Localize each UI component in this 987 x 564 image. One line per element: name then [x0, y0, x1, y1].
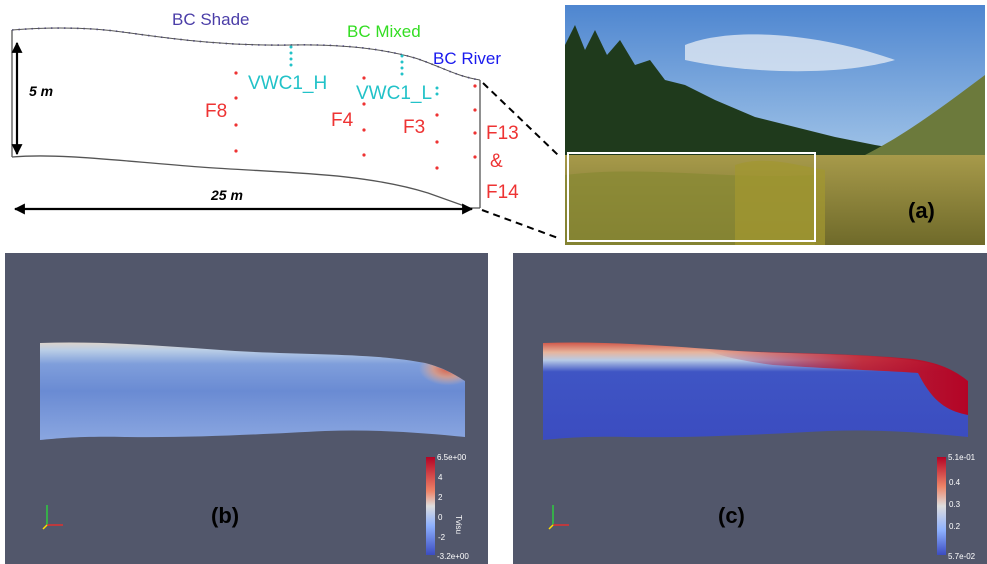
colorbar-tick: -2: [438, 533, 446, 542]
bc-mixed-label: BC Mixed: [347, 22, 421, 41]
f13-label: F13: [486, 123, 519, 144]
domain-bottom-line: [11, 155, 480, 209]
colorbar-tick: 0: [438, 513, 443, 522]
axes-triad-icon: [42, 505, 63, 530]
field-photo: (a): [565, 5, 985, 245]
study-area-frame: [567, 152, 816, 242]
colorbar-max: 6.5e+00: [437, 453, 467, 462]
vwc-sensor-column-l: [400, 54, 439, 96]
height-dimension-label: 5 m: [29, 83, 53, 99]
simulation-panel-b: 6.5e+00 4 2 0 -2 -3.2e+00 Tvisu (b): [5, 253, 488, 564]
bc-river-label: BC River: [433, 49, 501, 68]
panel-b-label: (b): [211, 503, 239, 528]
colorbar-max: 5.1e-01: [948, 453, 976, 462]
colorbar-title: Tvisu: [454, 515, 463, 534]
ampersand-label: &: [490, 151, 503, 172]
saturated-zone: [703, 349, 968, 415]
f8-label: F8: [205, 101, 227, 122]
colorbar-min: -3.2e+00: [437, 552, 469, 561]
axes-triad-icon: [548, 505, 569, 530]
leader-line-top: [482, 82, 559, 156]
warm-zone: [350, 354, 465, 423]
hill: [865, 75, 985, 170]
sensor-points-f3: [435, 113, 439, 170]
f4-label: F4: [331, 110, 354, 131]
simulation-panel-c: 5.1e-01 0.4 0.3 0.2 5.7e-02 (c): [513, 253, 987, 564]
colorbar-tick: 2: [438, 493, 443, 502]
panel-c-label: (c): [718, 503, 745, 528]
cross-section-diagram: BC Shade BC Mixed BC River VWC1_H VWC1_L…: [11, 10, 559, 239]
cloud: [685, 34, 895, 72]
vwc1-l-label: VWC1_L: [356, 83, 432, 104]
leader-line-bottom: [481, 209, 559, 239]
shrub-band: [735, 160, 825, 245]
colorbar: [426, 457, 435, 555]
photo-panel-label: (a): [908, 198, 935, 223]
colorbar-tick: 0.3: [949, 500, 961, 509]
sensor-points-f4: [362, 76, 366, 157]
temperature-field: [40, 342, 465, 440]
vwc1-h-label: VWC1_H: [248, 73, 327, 94]
colorbar: [937, 457, 946, 555]
vwc-sensor-column-h: [289, 45, 293, 67]
sensor-points-f8: [234, 71, 238, 153]
f14-label: F14: [486, 182, 519, 203]
forest: [565, 25, 905, 170]
colorbar-tick: 0.2: [949, 522, 961, 531]
colorbar-tick: 4: [438, 473, 443, 482]
bc-shade-label: BC Shade: [172, 10, 250, 29]
f3-label: F3: [403, 117, 425, 138]
colorbar-min: 5.7e-02: [948, 552, 976, 561]
colorbar-tick: 0.4: [949, 478, 961, 487]
length-dimension-label: 25 m: [210, 187, 243, 203]
sensor-points-f13-f14: [473, 84, 477, 159]
